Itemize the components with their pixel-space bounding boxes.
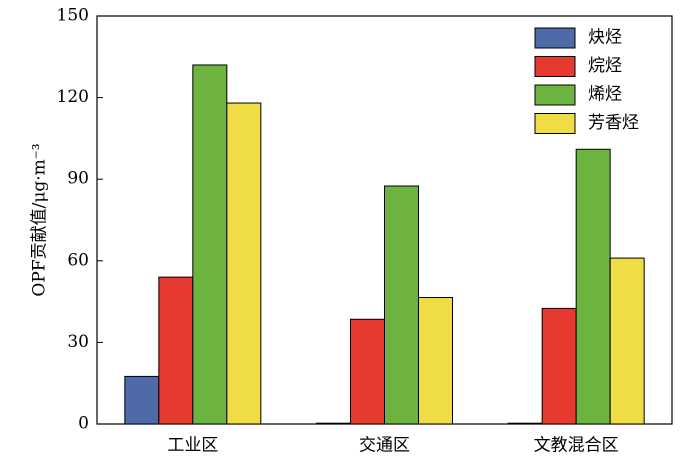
legend-swatch <box>534 113 576 134</box>
legend-swatch <box>534 27 576 49</box>
y-tick-label: 150 <box>57 6 89 26</box>
x-tick-label: 文教混合区 <box>534 436 619 456</box>
bar <box>609 257 645 425</box>
bar <box>350 318 385 425</box>
bar <box>226 102 262 425</box>
bar <box>384 185 419 425</box>
bar <box>541 307 577 425</box>
y-tick-label: 60 <box>67 250 89 270</box>
legend-label: 炔烃 <box>588 28 622 48</box>
bar <box>316 422 351 425</box>
y-tick-label: 30 <box>67 332 89 352</box>
bar <box>124 375 160 425</box>
bar <box>158 276 194 425</box>
legend-label: 芳香烃 <box>588 113 639 133</box>
legend-swatch <box>534 56 576 77</box>
y-axis-label: OPF贡献值/μg·m⁻³ <box>30 143 50 296</box>
bar <box>418 297 453 425</box>
y-tick-label: 90 <box>67 169 89 189</box>
x-tick-label: 工业区 <box>167 436 218 456</box>
x-tick-label: 交通区 <box>359 436 410 456</box>
bar <box>192 64 228 425</box>
y-tick-label: 120 <box>57 87 89 107</box>
legend-swatch <box>534 84 576 106</box>
legend-label: 烯烃 <box>588 85 622 105</box>
legend-label: 烷烃 <box>588 56 622 76</box>
bar <box>507 422 543 425</box>
y-tick-label: 0 <box>78 414 89 434</box>
bar <box>575 148 611 425</box>
